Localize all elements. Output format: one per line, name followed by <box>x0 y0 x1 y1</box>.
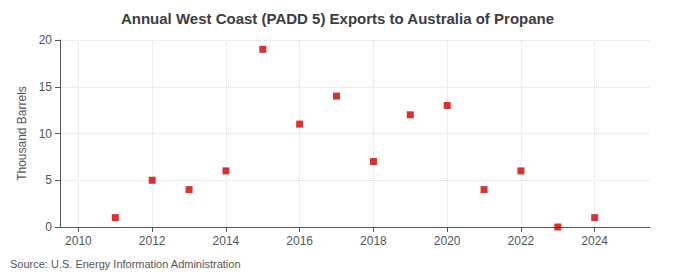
svg-text:2016: 2016 <box>286 234 313 248</box>
svg-text:2024: 2024 <box>581 234 608 248</box>
svg-text:2020: 2020 <box>434 234 461 248</box>
svg-text:2018: 2018 <box>360 234 387 248</box>
svg-text:Annual West Coast (PADD 5) Exp: Annual West Coast (PADD 5) Exports to Au… <box>121 10 554 27</box>
svg-text:0: 0 <box>45 220 52 234</box>
svg-text:5: 5 <box>45 173 52 187</box>
svg-text:20: 20 <box>39 33 53 47</box>
svg-text:10: 10 <box>39 127 53 141</box>
svg-text:15: 15 <box>39 80 53 94</box>
svg-text:2012: 2012 <box>139 234 166 248</box>
svg-text:Source: U.S. Energy Informatio: Source: U.S. Energy Information Administ… <box>10 258 241 270</box>
svg-text:Thousand Barrels: Thousand Barrels <box>15 86 29 181</box>
svg-text:2022: 2022 <box>508 234 535 248</box>
svg-text:2010: 2010 <box>65 234 92 248</box>
svg-text:2014: 2014 <box>213 234 240 248</box>
